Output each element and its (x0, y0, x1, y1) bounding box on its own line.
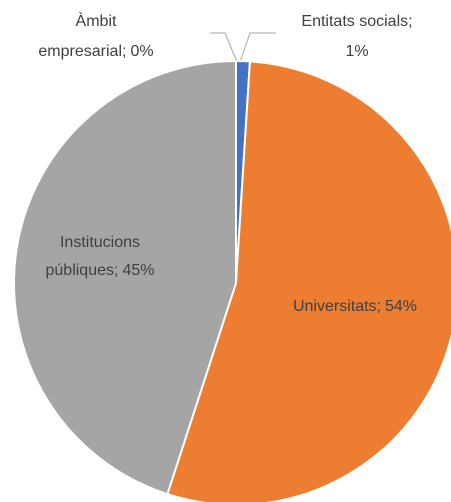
label-value: 54% (385, 298, 417, 315)
label-name: Universitats (293, 298, 377, 315)
label-name: empresarial (38, 43, 122, 60)
data-label: Institucions públiques; 45% (46, 234, 155, 279)
data-label: Universitats; 54% (293, 298, 417, 315)
leader-line (210, 32, 238, 63)
label-value: empresarial; 0% (38, 43, 153, 60)
label-value: 45% (122, 262, 154, 279)
label-separator: ; (408, 13, 412, 30)
label-separator: ; (114, 262, 118, 279)
data-label: Àmbit empresarial; 0% (38, 11, 153, 60)
label-name: públiques (46, 262, 115, 279)
pie-slice (166, 60, 451, 502)
label-value: 0% (130, 43, 153, 60)
label-name: Entitats socials (301, 13, 408, 30)
label-name: Institucions (60, 234, 140, 251)
leader-line (239, 32, 276, 63)
data-label: Entitats socials; 1% (301, 13, 412, 60)
pie-slice (13, 59, 237, 496)
label-value: 1% (345, 43, 368, 60)
label-name: Entitats socials; (301, 13, 412, 30)
label-name: Àmbit (76, 11, 117, 30)
label-separator: ; (377, 298, 381, 315)
label-separator: ; (122, 43, 126, 60)
label-name: Universitats; 54% (293, 298, 417, 315)
label-value: públiques; 45% (46, 262, 155, 279)
